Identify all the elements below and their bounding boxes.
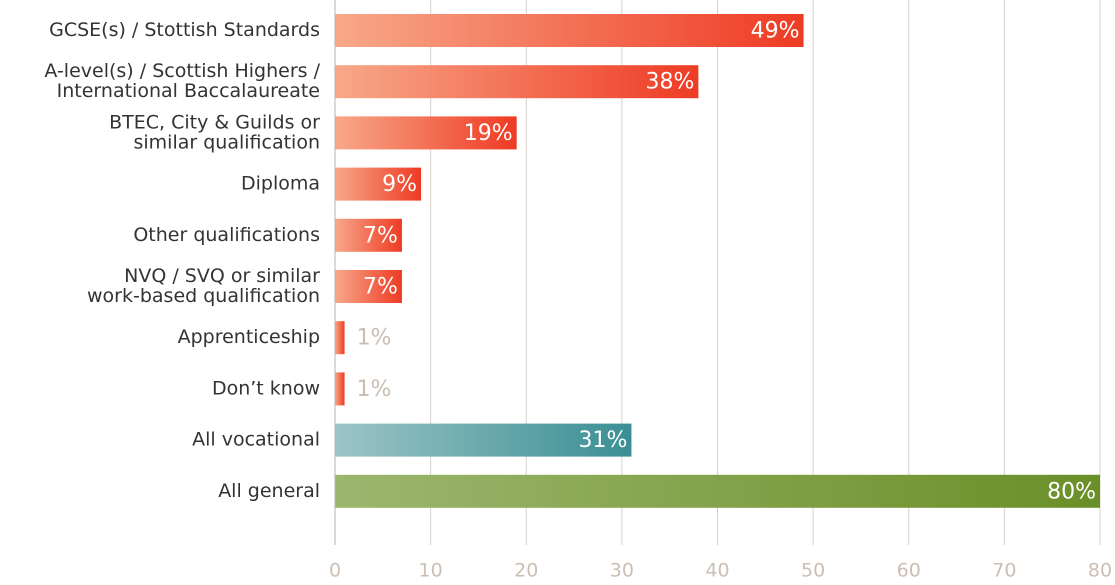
bar [335,321,345,355]
x-tick-label: 40 [705,560,729,582]
value-label: 1% [357,377,392,402]
x-tick-label: 80 [1088,560,1112,582]
bar [335,372,345,406]
x-tick-label: 0 [329,560,341,582]
category-label: International Baccalaureate [57,80,320,102]
value-label: 38% [645,70,694,95]
bar [335,423,632,457]
category-label: All general [218,480,320,502]
value-label: 7% [363,275,398,300]
category-label: A-level(s) / Scottish Highers / [44,60,320,82]
category-label: NVQ / SVQ or similar [124,265,320,287]
category-label: similar qualification [134,131,321,153]
category-label: Diploma [241,173,320,195]
x-tick-label: 50 [801,560,825,582]
bar [335,116,517,150]
value-label: 31% [579,428,628,453]
x-tick-label: 30 [610,560,634,582]
bar [335,270,402,303]
value-label: 9% [382,172,417,197]
x-tick-label: 70 [992,560,1016,582]
value-label: 19% [464,121,513,146]
category-label: Other qualifications [133,224,320,246]
category-label: Don’t know [212,377,320,399]
value-label: 80% [1047,479,1096,504]
bar [335,65,699,99]
bar [335,167,422,201]
bar [335,14,804,47]
category-label: Apprenticeship [178,326,320,348]
value-label: 7% [363,223,398,248]
value-label: 1% [357,326,392,351]
category-label: BTEC, City & Guilds or [109,111,320,133]
value-label: 49% [751,19,800,44]
category-label: work-based qualification [87,285,320,307]
category-label: All vocational [192,429,320,451]
category-label: GCSE(s) / Stottish Standards [49,19,320,41]
bar [335,218,402,252]
bar [335,474,1100,508]
x-tick-label: 20 [514,560,538,582]
x-tick-label: 60 [897,560,921,582]
x-tick-label: 10 [419,560,443,582]
